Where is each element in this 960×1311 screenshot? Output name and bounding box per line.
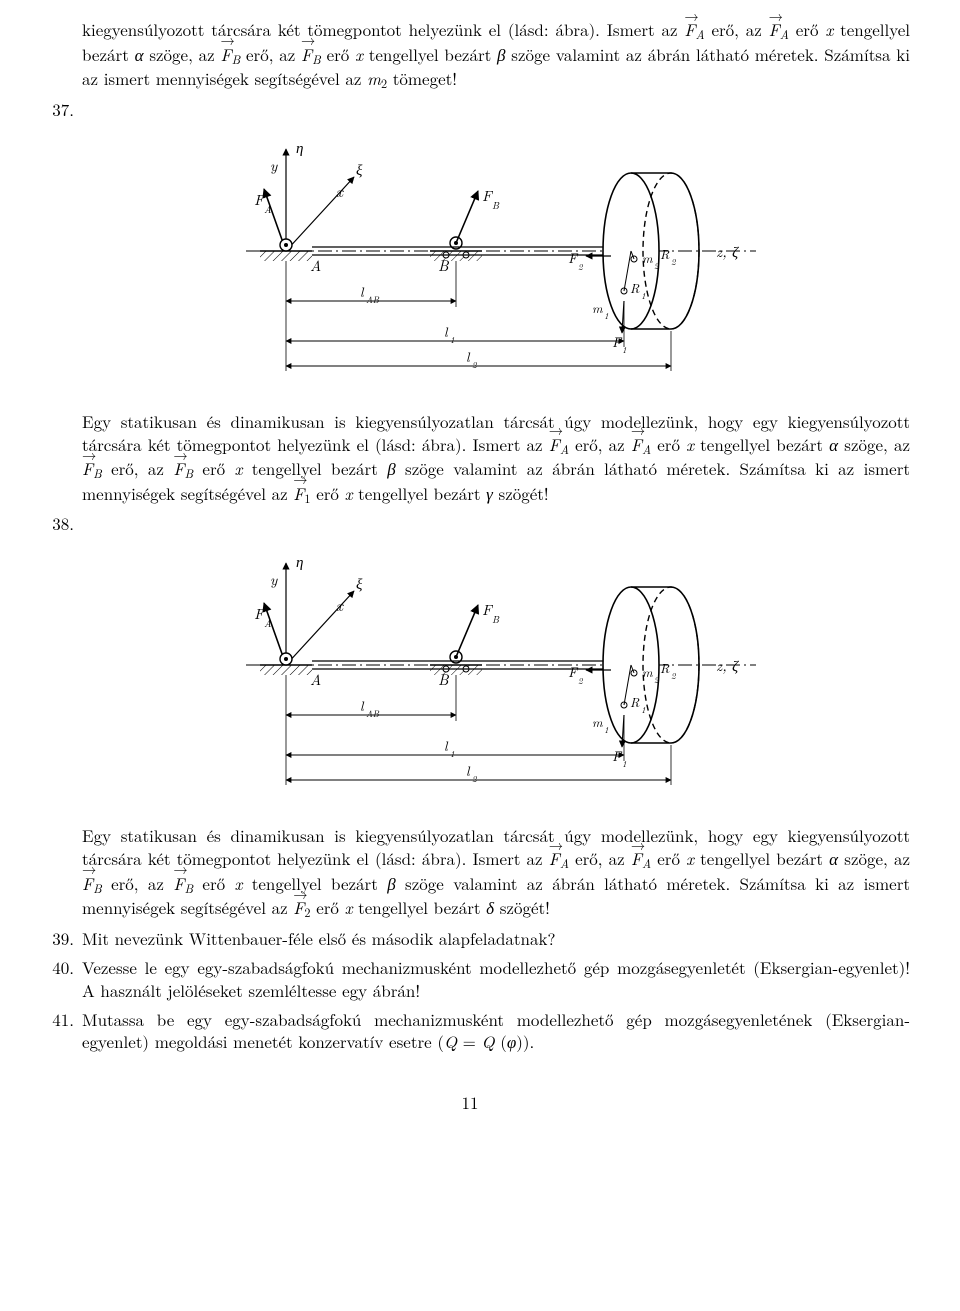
list-item-39: 39. Mit nevezünk Wittenbauer-féle első é… <box>30 927 910 950</box>
svg-text:l: l <box>466 347 471 367</box>
svg-text:l: l <box>360 696 365 716</box>
page-number: 11 <box>30 1091 910 1114</box>
svg-text:R⃗: R⃗ <box>630 692 640 711</box>
text-37: Egy statikusan és dinamikusan is kiegyen… <box>82 410 910 507</box>
svg-text:2: 2 <box>578 260 583 273</box>
svg-text:y: y <box>270 155 278 176</box>
item-number: 40. <box>30 956 82 979</box>
intro-paragraph: kiegyensúlyozott tárcsára két tömegponto… <box>82 18 910 92</box>
svg-text:y: y <box>270 569 278 590</box>
list-item-38: 38. <box>30 512 910 535</box>
item-number: 38. <box>30 512 82 535</box>
svg-text:R⃗: R⃗ <box>660 658 670 677</box>
svg-text:1: 1 <box>604 723 609 736</box>
figure-38: η y ξ x F⃗ A A B F⃗ B F⃗ 2 <box>82 545 910 810</box>
svg-text:m: m <box>592 712 603 731</box>
svg-text:l: l <box>444 322 449 342</box>
svg-text:m: m <box>642 662 653 681</box>
list-item-40: 40. Vezesse le egy egy-szabadságfokú mec… <box>30 956 910 1002</box>
svg-text:A: A <box>264 202 271 216</box>
svg-text:AB: AB <box>366 707 380 720</box>
list-item-41: 41. Mutassa be egy egy-szabadságfokú mec… <box>30 1008 910 1054</box>
svg-text:B: B <box>492 198 500 212</box>
svg-text:x: x <box>336 595 344 616</box>
svg-text:1: 1 <box>450 333 455 346</box>
item-number: 39. <box>30 927 82 950</box>
svg-text:z, ζ: z, ζ <box>716 241 739 262</box>
svg-text:l: l <box>444 736 449 756</box>
item-number: 41. <box>30 1008 82 1031</box>
svg-text:A: A <box>310 669 321 690</box>
svg-text:m: m <box>592 298 603 317</box>
svg-text:l: l <box>466 761 471 781</box>
svg-text:m: m <box>642 248 653 267</box>
svg-text:η: η <box>296 137 303 158</box>
svg-text:l: l <box>360 282 365 302</box>
svg-text:2: 2 <box>472 772 477 785</box>
svg-text:1: 1 <box>641 703 646 716</box>
svg-text:2: 2 <box>671 255 676 268</box>
svg-text:1: 1 <box>641 289 646 302</box>
svg-text:1: 1 <box>450 747 455 760</box>
item-text: Vezesse le egy egy-szabadságfokú mechani… <box>82 956 910 1002</box>
svg-text:2: 2 <box>578 674 583 687</box>
list-item-37: 37. <box>30 98 910 121</box>
svg-text:A: A <box>310 255 321 276</box>
item-text: Mit nevezünk Wittenbauer-féle első és má… <box>82 927 910 950</box>
svg-text:R⃗: R⃗ <box>630 278 640 297</box>
svg-text:R⃗: R⃗ <box>660 244 670 263</box>
svg-text:ξ: ξ <box>356 573 363 594</box>
svg-text:η: η <box>296 551 303 572</box>
svg-text:z, ζ: z, ζ <box>716 655 739 676</box>
svg-text:1: 1 <box>622 757 627 770</box>
svg-text:x: x <box>336 181 344 202</box>
svg-text:B: B <box>438 255 449 276</box>
svg-text:2: 2 <box>671 669 676 682</box>
item-number: 37. <box>30 98 82 121</box>
figure-37: η y ξ x F⃗ A A B F⃗ B <box>82 131 910 396</box>
svg-text:AB: AB <box>366 293 380 306</box>
text-38: Egy statikusan és dinamikusan is kiegyen… <box>82 824 910 921</box>
svg-text:1: 1 <box>622 343 627 356</box>
item-text: Mutassa be egy egy-szabadságfokú mechani… <box>82 1008 910 1054</box>
svg-text:A: A <box>264 616 271 630</box>
svg-text:B: B <box>492 612 500 626</box>
svg-text:B: B <box>438 669 449 690</box>
svg-text:ξ: ξ <box>356 159 363 180</box>
svg-text:1: 1 <box>604 309 609 322</box>
svg-text:2: 2 <box>472 358 477 371</box>
svg-text:2: 2 <box>654 673 659 686</box>
svg-text:2: 2 <box>654 259 659 272</box>
